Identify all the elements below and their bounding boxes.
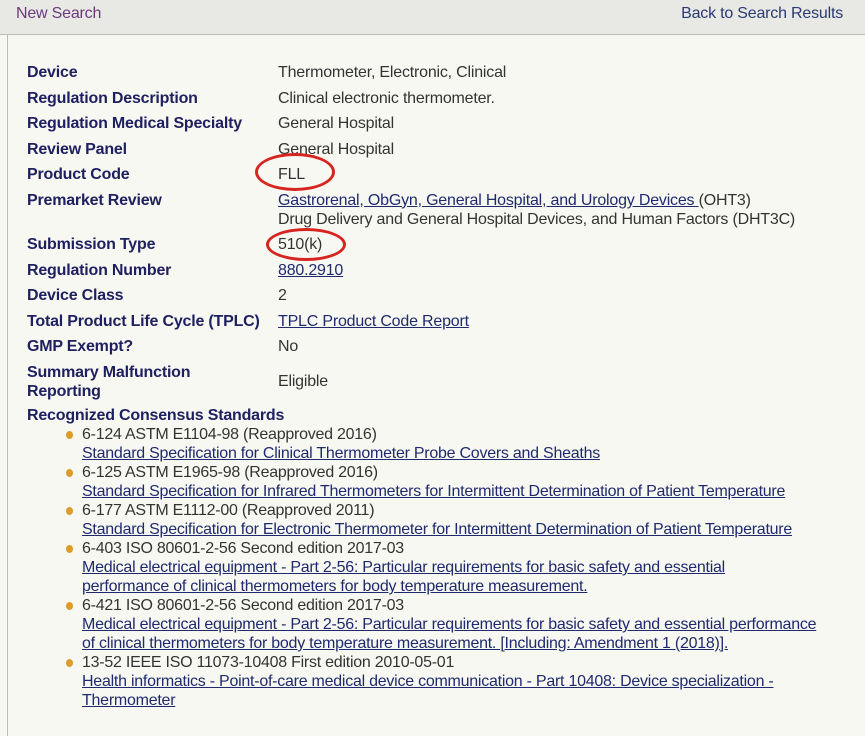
value: General Hospital bbox=[278, 115, 394, 132]
label: Submission Type bbox=[27, 236, 156, 253]
oht3-link[interactable]: Gastrorenal, ObGyn, General Hospital, an… bbox=[278, 191, 699, 209]
standard-item: 6-124 ASTM E1104-98 (Reapproved 2016) Sta… bbox=[63, 425, 843, 463]
label: Premarket Review bbox=[27, 191, 162, 209]
value: General Hospital bbox=[278, 140, 394, 158]
row-product-code: Product Code FLL bbox=[27, 162, 795, 188]
standard-title: 6-421 ISO 80601-2-56 Second edition 2017… bbox=[82, 597, 404, 614]
standards-list: 6-124 ASTM E1104-98 (Reapproved 2016) Sta… bbox=[63, 425, 843, 710]
bullet-icon bbox=[66, 469, 73, 477]
regulation-number-link[interactable]: 880.2910 bbox=[278, 261, 344, 279]
label: Review Panel bbox=[27, 140, 127, 158]
label: Regulation Medical Specialty bbox=[27, 115, 242, 132]
row-device-class: Device Class 2 bbox=[27, 283, 795, 309]
label: Regulation Description bbox=[27, 89, 198, 107]
row-device: Device Thermometer, Electronic, Clinical bbox=[27, 60, 795, 86]
standard-title: 13-52 IEEE ISO 11073-10408 First edition… bbox=[82, 654, 455, 671]
standard-link[interactable]: Standard Specification for Clinical Ther… bbox=[82, 445, 600, 462]
standard-item: 6-125 ASTM E1965-98 (Reapproved 2016) Sta… bbox=[63, 463, 843, 501]
bullet-icon bbox=[66, 545, 73, 553]
label: Total Product Life Cycle (TPLC) bbox=[27, 312, 260, 330]
bullet-icon bbox=[66, 431, 73, 439]
standard-link[interactable]: Standard Specification for Infrared Ther… bbox=[82, 483, 786, 500]
row-premarket-review: Premarket Review Gastrorenal, ObGyn, Gen… bbox=[27, 188, 795, 233]
row-medical-specialty: Regulation Medical Specialty General Hosp… bbox=[27, 111, 795, 137]
top-nav-bar: New Search Back to Search Results bbox=[0, 0, 865, 35]
label: Device Class bbox=[27, 287, 124, 304]
value: 510(k) bbox=[278, 236, 323, 253]
standard-item: 13-52 IEEE ISO 11073-10408 First edition… bbox=[63, 653, 843, 710]
label: GMP Exempt? bbox=[27, 338, 133, 355]
submission-type-annotation-ring bbox=[266, 228, 346, 261]
oht3-code: (OHT3) bbox=[698, 191, 751, 209]
value: 2 bbox=[278, 287, 287, 304]
bullet-icon bbox=[66, 507, 73, 515]
standards-heading: Recognized Consensus Standards bbox=[27, 407, 285, 424]
standard-link[interactable]: Standard Specification for Electronic Th… bbox=[82, 521, 793, 538]
standard-item: 6-403 ISO 80601-2-56 Second edition 2017… bbox=[63, 539, 843, 596]
label: Summary Malfunction Reporting bbox=[27, 363, 191, 400]
dht3c-text: Drug Delivery and General Hospital Devic… bbox=[278, 210, 796, 228]
standard-link[interactable]: Medical electrical equipment - Part 2-56… bbox=[82, 616, 817, 652]
tplc-report-link[interactable]: TPLC Product Code Report bbox=[278, 312, 469, 330]
standard-item: 6-421 ISO 80601-2-56 Second edition 2017… bbox=[63, 596, 843, 653]
value: No bbox=[278, 338, 299, 355]
row-tplc: Total Product Life Cycle (TPLC) TPLC Prod… bbox=[27, 309, 795, 335]
new-search-link[interactable]: New Search bbox=[16, 5, 102, 22]
value: Clinical electronic thermometer. bbox=[278, 89, 495, 107]
standard-title: 6-177 ASTM E1112-00 (Reapproved 2011) bbox=[82, 502, 375, 519]
standard-item: 6-177 ASTM E1112-00 (Reapproved 2011) Sta… bbox=[63, 501, 843, 539]
standard-title: 6-403 ISO 80601-2-56 Second edition 2017… bbox=[82, 540, 404, 557]
standard-link[interactable]: Medical electrical equipment - Part 2-56… bbox=[82, 559, 725, 595]
row-regulation-number: Regulation Number 880.2910 bbox=[27, 258, 795, 284]
standard-title: 6-124 ASTM E1104-98 (Reapproved 2016) bbox=[82, 426, 377, 443]
bullet-icon bbox=[66, 659, 73, 667]
bullet-icon bbox=[66, 602, 73, 610]
product-code-annotation-ring bbox=[255, 153, 335, 191]
value: Eligible bbox=[278, 373, 328, 390]
row-review-panel: Review Panel General Hospital bbox=[27, 137, 795, 163]
label: Regulation Number bbox=[27, 261, 172, 279]
row-regulation-description: Regulation Description Clinical electroni… bbox=[27, 86, 795, 112]
label: Device bbox=[27, 64, 78, 81]
device-detail-table: Device Thermometer, Electronic, Clinical … bbox=[27, 60, 795, 404]
row-gmp-exempt: GMP Exempt? No bbox=[27, 334, 795, 360]
device-detail-panel: Device Thermometer, Electronic, Clinical … bbox=[7, 35, 865, 736]
row-submission-type: Submission Type 510(k) bbox=[27, 232, 795, 258]
value: FLL bbox=[278, 166, 305, 183]
standard-link[interactable]: Health informatics - Point-of-care medic… bbox=[82, 673, 774, 709]
row-summary-malfunction: Summary Malfunction Reporting Eligible bbox=[27, 360, 795, 405]
back-to-results-link[interactable]: Back to Search Results bbox=[681, 5, 843, 22]
standard-title: 6-125 ASTM E1965-98 (Reapproved 2016) bbox=[82, 464, 378, 481]
value: Thermometer, Electronic, Clinical bbox=[278, 64, 507, 81]
value: Gastrorenal, ObGyn, General Hospital, an… bbox=[278, 188, 795, 233]
label: Product Code bbox=[27, 166, 130, 183]
